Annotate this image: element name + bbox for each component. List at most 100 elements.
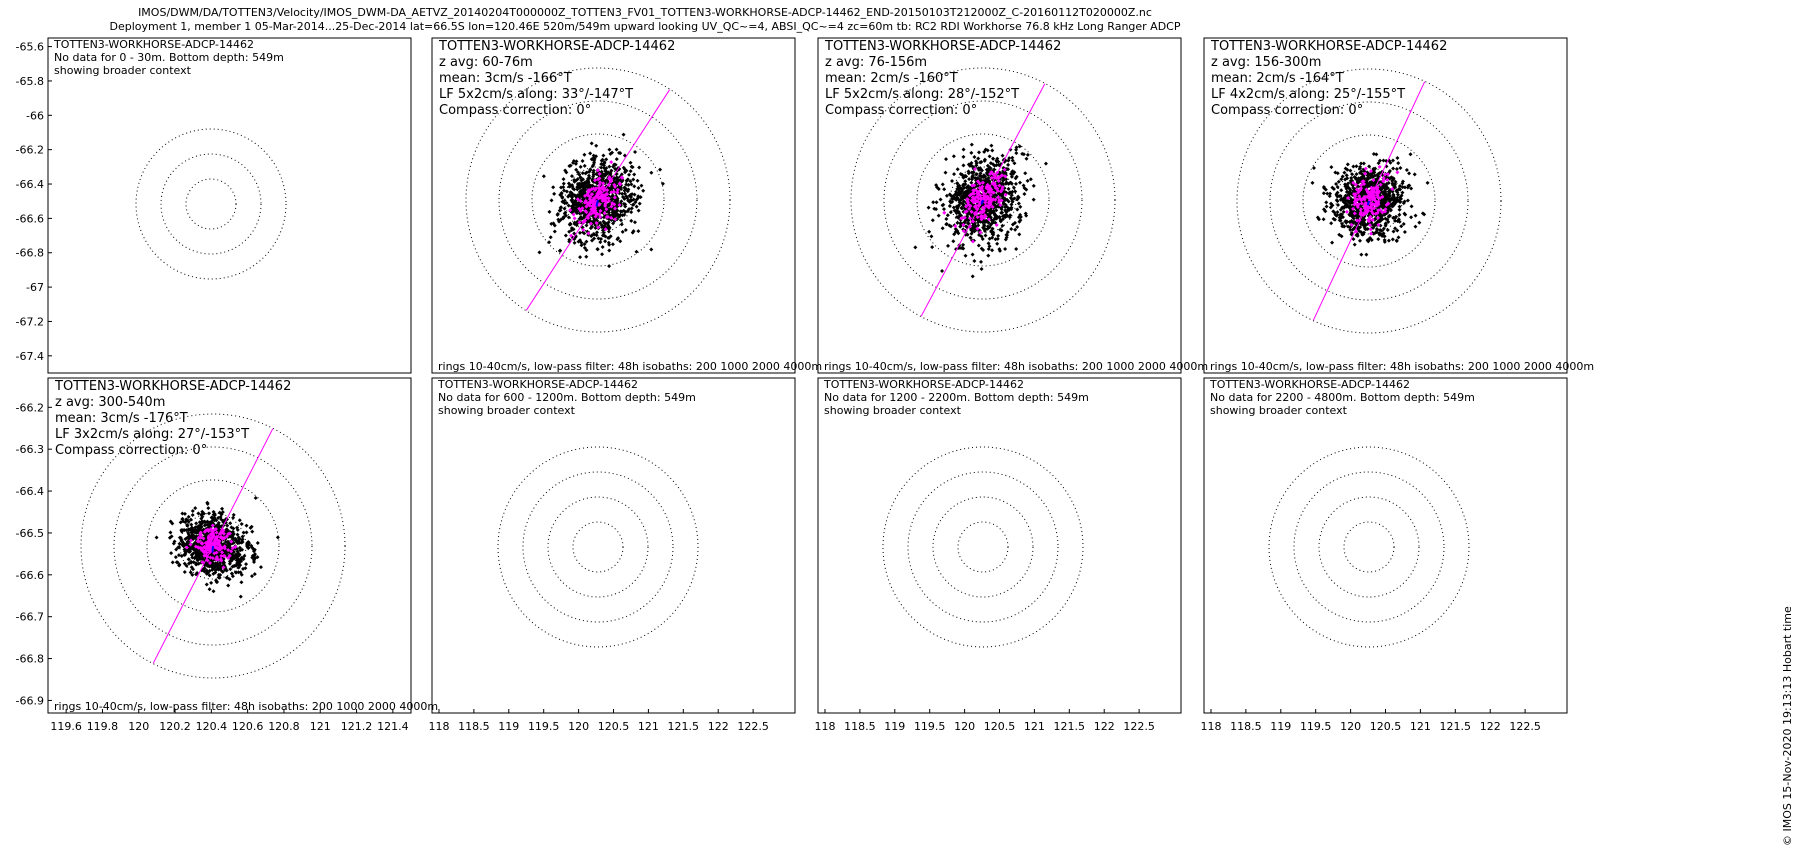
ring-2 xyxy=(547,496,649,598)
y-tick-label: -66.5 xyxy=(16,527,44,540)
scatter-point xyxy=(211,589,216,594)
lowpass-point xyxy=(609,160,614,165)
scatter-point xyxy=(660,181,665,186)
scatter-point xyxy=(569,204,574,209)
scatter-point xyxy=(630,230,635,235)
scatter-point xyxy=(632,220,637,225)
scatter-point xyxy=(969,160,974,165)
scatter-point xyxy=(960,172,965,177)
x-tick-label: 119.8 xyxy=(87,720,119,733)
scatter-point xyxy=(989,143,994,148)
scatter-point xyxy=(615,198,620,203)
scatter-point xyxy=(614,157,619,162)
scatter-point xyxy=(997,247,1002,252)
panel-info-line: Compass correction: 0° xyxy=(439,103,591,118)
panel-info-line: z avg: 156-300m xyxy=(1211,55,1321,70)
scatter-point xyxy=(959,195,964,200)
scatter-point xyxy=(186,557,191,562)
scatter-point xyxy=(649,170,654,175)
scatter-point xyxy=(607,264,612,269)
lowpass-point xyxy=(596,225,601,230)
scatter-point xyxy=(598,236,603,241)
scatter-point xyxy=(1352,242,1357,247)
lowpass-point xyxy=(995,188,1000,193)
scatter-point xyxy=(952,172,957,177)
scatter-point xyxy=(1017,232,1022,237)
scatter-point xyxy=(1009,174,1014,179)
scatter-point xyxy=(934,200,939,205)
scatter-point xyxy=(982,149,987,154)
file-path-title: IMOS/DWM/DA/TOTTEN3/Velocity/IMOS_DWM-DA… xyxy=(138,6,1152,19)
scatter-point xyxy=(622,196,627,201)
scatter-point xyxy=(994,159,999,164)
scatter-point xyxy=(1007,190,1012,195)
x-tick-label: 119.5 xyxy=(1300,720,1332,733)
lowpass-point xyxy=(1003,174,1008,179)
scatter-point xyxy=(603,239,608,244)
scatter-point xyxy=(1001,170,1006,175)
panel-info-line: z avg: 300-540m xyxy=(55,395,165,410)
scatter-point xyxy=(569,198,574,203)
lowpass-point xyxy=(580,206,585,211)
scatter-point xyxy=(639,183,644,188)
scatter-point xyxy=(238,594,243,599)
lowpass-point xyxy=(975,226,980,231)
lowpass-point xyxy=(609,215,614,220)
scatter-point xyxy=(1409,215,1414,220)
scatter-point xyxy=(575,201,580,206)
ring-1 xyxy=(185,178,237,230)
lowpass-point xyxy=(604,192,609,197)
x-tick-label: 118 xyxy=(814,720,835,733)
scatter-cloud xyxy=(913,142,1048,279)
lowpass-point xyxy=(1395,170,1400,175)
scatter-point xyxy=(1024,156,1029,161)
scatter-point xyxy=(563,233,568,238)
panel-info-line: z avg: 76-156m xyxy=(825,55,927,70)
scatter-point xyxy=(258,565,263,570)
x-tick-label: 120.8 xyxy=(268,720,300,733)
lowpass-point xyxy=(617,181,622,186)
scatter-point xyxy=(951,154,956,159)
scatter-point xyxy=(194,521,199,526)
scatter-point xyxy=(613,212,618,217)
scatter-point xyxy=(572,202,577,207)
scatter-point xyxy=(987,244,992,249)
scatter-point xyxy=(997,214,1002,219)
lowpass-point xyxy=(583,198,588,203)
x-tick-label: 119 xyxy=(884,720,905,733)
x-tick-label: 118.5 xyxy=(458,720,490,733)
scatter-point xyxy=(598,220,603,225)
ring-4 xyxy=(1268,446,1470,648)
y-tick-label: -65.8 xyxy=(16,75,44,88)
lowpass-point xyxy=(617,202,622,207)
ring-1 xyxy=(572,521,624,573)
scatter-point xyxy=(658,167,663,172)
scatter-point xyxy=(956,215,961,220)
lowpass-point xyxy=(609,190,614,195)
panel-frame xyxy=(817,37,1182,374)
lowpass-point xyxy=(961,222,966,227)
lowpass-point xyxy=(613,206,618,211)
scatter-point xyxy=(1399,224,1404,229)
panel-info-line: TOTTEN3-WORKHORSE-ADCP-14462 xyxy=(823,378,1024,391)
scatter-point xyxy=(1400,190,1405,195)
lowpass-point xyxy=(575,197,580,202)
scatter-point xyxy=(1006,186,1011,191)
scatter-point xyxy=(1001,217,1006,222)
scatter-point xyxy=(950,196,955,201)
scatter-point xyxy=(570,195,575,200)
scatter-point xyxy=(622,185,627,190)
panel-footer: rings 10-40cm/s, low-pass filter: 48h is… xyxy=(1210,360,1594,373)
panel-info-line: LF 3x2cm/s along: 27°/-153°T xyxy=(55,427,249,442)
scatter-point xyxy=(1004,212,1009,217)
scatter-point xyxy=(1022,191,1027,196)
ring-4 xyxy=(850,67,1116,333)
lowpass-point xyxy=(588,200,593,205)
scatter-point xyxy=(611,221,616,226)
lowpass-point xyxy=(593,195,598,200)
ring-3 xyxy=(522,471,674,623)
scatter-point xyxy=(584,248,589,253)
y-tick-label: -66.7 xyxy=(16,611,44,624)
lowpass-point xyxy=(604,214,609,219)
scatter-point xyxy=(253,495,258,500)
